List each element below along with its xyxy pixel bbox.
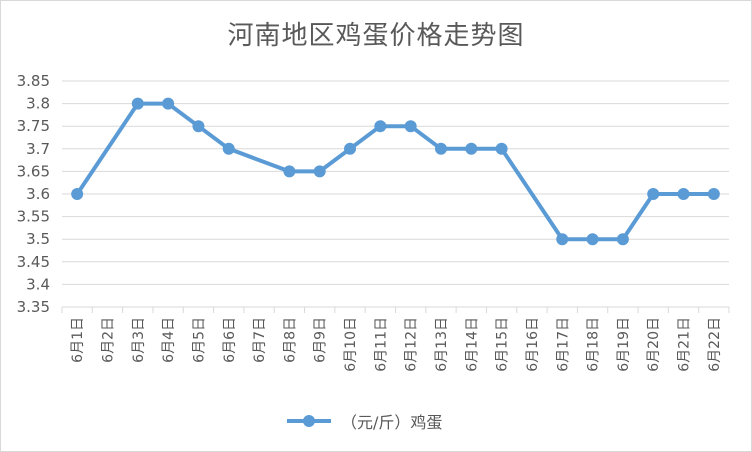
- x-tick-label: 6月8日: [282, 317, 298, 363]
- data-point: [313, 165, 326, 178]
- legend-label: （元/斤）鸡蛋: [341, 413, 443, 432]
- x-tick-label: 6月7日: [252, 317, 268, 363]
- data-point: [283, 165, 296, 178]
- x-tick-label: 6月11日: [373, 317, 389, 372]
- series-eggs: [71, 97, 720, 246]
- data-point: [616, 233, 629, 246]
- data-point: [192, 120, 205, 133]
- y-tick-label: 3.8: [26, 95, 50, 113]
- data-point: [222, 142, 235, 155]
- chart-title: 河南地区鸡蛋价格走势图: [227, 21, 525, 51]
- data-point: [404, 120, 417, 133]
- y-tick-label: 3.35: [17, 298, 50, 316]
- x-tick-label: 6月12日: [404, 317, 420, 372]
- data-point: [495, 142, 508, 155]
- data-point: [131, 97, 144, 110]
- y-tick-label: 3.45: [17, 253, 50, 271]
- y-tick-label: 3.6: [26, 185, 50, 203]
- x-tick-label: 6月20日: [646, 317, 662, 372]
- x-tick-label: 6月22日: [707, 317, 723, 372]
- x-tick-label: 6月21日: [677, 317, 693, 372]
- y-tick-label: 3.75: [17, 117, 50, 135]
- x-tick-label: 6月15日: [495, 317, 511, 372]
- x-tick-label: 6月16日: [525, 317, 541, 372]
- x-tick-label: 6月10日: [343, 317, 359, 372]
- legend-swatch: [287, 415, 331, 427]
- data-point: [374, 120, 387, 133]
- x-tick-label: 6月19日: [616, 317, 632, 372]
- data-point: [162, 97, 175, 110]
- data-point: [434, 142, 447, 155]
- x-tick-labels: 6月1日 6月2日 6月3日 6月4日 6月5日 6月6日 6月7日 6月8日 6月9日 6月10…: [70, 317, 723, 372]
- y-tick-labels: 3.35 3.4 3.45 3.5 3.55 3.6 3.65 3.7 3.75 3.8 3.85: [17, 72, 50, 316]
- grid-lines: [61, 80, 730, 313]
- y-tick-label: 3.5: [26, 230, 50, 248]
- data-point: [677, 188, 690, 200]
- x-tick-label: 6月13日: [434, 317, 450, 372]
- x-tick-label: 6月2日: [100, 317, 116, 363]
- x-tick-label: 6月3日: [131, 317, 147, 363]
- x-tick-label: 6月5日: [191, 317, 207, 363]
- data-point: [647, 188, 660, 200]
- legend: （元/斤）鸡蛋: [285, 409, 442, 433]
- x-tick-label: 6月18日: [586, 317, 602, 372]
- x-tick-label: 6月4日: [161, 317, 177, 363]
- x-tick-label: 6月9日: [313, 317, 329, 363]
- y-tick-label: 3.7: [26, 140, 50, 158]
- data-point: [707, 188, 720, 200]
- y-tick-label: 3.4: [26, 275, 50, 293]
- x-tick-label: 6月17日: [555, 317, 571, 372]
- x-tick-label: 6月6日: [222, 317, 238, 363]
- data-point: [556, 233, 569, 246]
- data-point: [465, 142, 478, 155]
- data-point: [344, 142, 357, 155]
- data-point: [71, 188, 84, 200]
- data-point: [586, 233, 599, 246]
- x-tick-label: 6月14日: [464, 317, 480, 372]
- y-tick-label: 3.55: [17, 208, 50, 226]
- y-tick-label: 3.65: [17, 162, 50, 180]
- y-tick-label: 3.85: [17, 72, 50, 90]
- x-tick-label: 6月1日: [70, 317, 86, 363]
